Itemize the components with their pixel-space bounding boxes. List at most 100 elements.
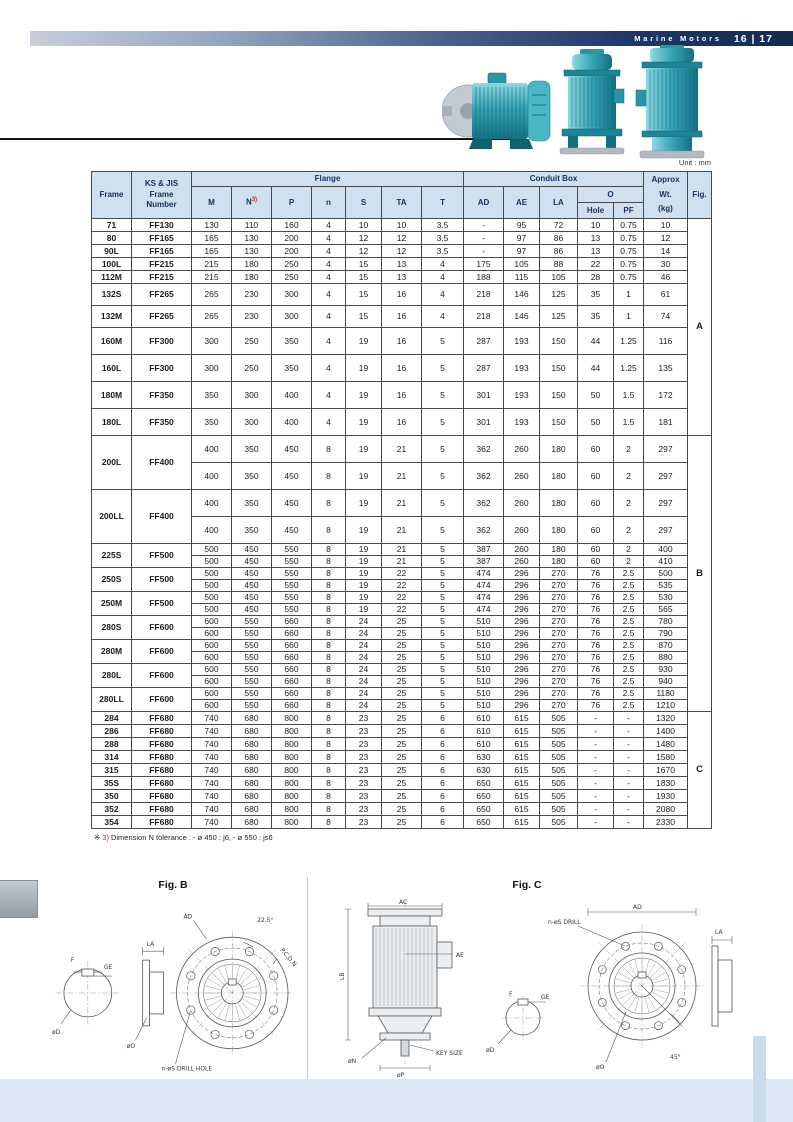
table-row: 160L FF300 300 250 350 4 19 16 5 287 193 150 44 1.25 1… — [91, 354, 712, 382]
value-cell: 2.5 — [613, 627, 645, 640]
value-cell: 1 — [613, 305, 645, 328]
col-header-t: T — [420, 186, 465, 219]
value-cell: - — [577, 815, 615, 829]
value-cell: 600 — [191, 615, 232, 628]
value-cell: 0.75 — [613, 257, 645, 271]
value-cell: 270 — [539, 627, 579, 640]
table-row: 280S FF600 600 550 660 8 24 25 5 510 296 270 76 2.5 78… — [91, 615, 712, 640]
value-cell: 146 — [503, 283, 541, 306]
value-cell: 25 — [381, 627, 422, 640]
dim-label-angle: 45° — [670, 1054, 681, 1061]
value-cell: 500 — [643, 567, 689, 580]
value-cell: 660 — [271, 627, 312, 640]
frame-cell: 280M — [91, 639, 132, 664]
value-cell: 8 — [311, 789, 346, 803]
value-cell: 270 — [539, 579, 579, 592]
dim-label-angle: 22.5° — [257, 917, 273, 924]
value-cell: 24 — [345, 639, 382, 652]
value-cell: 650 — [463, 815, 505, 829]
value-cell: 250 — [231, 327, 272, 355]
dim-label-key-size: KEY SIZE — [436, 1050, 463, 1057]
value-cell: 130 — [231, 231, 272, 245]
value-cell: 88 — [539, 257, 579, 271]
value-cell: - — [577, 776, 615, 790]
value-cell: 1400 — [643, 724, 689, 738]
value-cell: 2.5 — [613, 639, 645, 652]
value-cell: 500 — [191, 543, 232, 556]
value-cell: 5 — [420, 627, 465, 640]
value-cell: 5 — [420, 516, 465, 544]
value-cell: 19 — [345, 462, 382, 490]
table-row: 90L FF165 165 130 200 4 12 12 3.5-97 86 13 0.75 14 — [91, 244, 712, 258]
value-cell: 8 — [311, 699, 346, 712]
value-cell: 400 — [271, 381, 312, 409]
value-cell: 740 — [191, 815, 232, 829]
value-cell: 630 — [463, 763, 505, 777]
table-row: 280LL FF600 600 550 660 8 24 25 5 510 296 270 76 2.5 1… — [91, 687, 712, 712]
value-cell: 1.5 — [613, 408, 645, 436]
value-cell: 680 — [231, 802, 272, 816]
value-cell: - — [463, 244, 505, 258]
value-cell: 6 — [420, 737, 465, 751]
value-cell: 660 — [271, 615, 312, 628]
value-cell: - — [577, 724, 615, 738]
value-cell: 218 — [463, 283, 505, 306]
value-cell: 296 — [503, 603, 541, 616]
value-cell: 250 — [271, 270, 312, 284]
col-header-pf: PF — [613, 202, 645, 219]
value-cell: 270 — [539, 603, 579, 616]
side-accent-bar — [753, 1036, 766, 1122]
frame-number-cell: FF600 — [131, 615, 192, 640]
value-cell: 350 — [191, 381, 232, 409]
frame-number-cell: FF680 — [131, 724, 192, 738]
value-cell: 15 — [345, 270, 382, 284]
value-cell: 260 — [503, 435, 541, 463]
table-row: 250S FF500 500 450 550 8 19 22 5 474 296 270 76 2.5 50… — [91, 567, 712, 592]
value-cell: - — [613, 724, 645, 738]
table-row: 250M FF500 500 450 550 8 19 22 5 474 296 270 76 2.5 53… — [91, 591, 712, 616]
value-cell: 615 — [503, 763, 541, 777]
value-cell: 550 — [231, 627, 272, 640]
value-cell: 4 — [311, 257, 346, 271]
value-cell: 2 — [613, 516, 645, 544]
value-cell: 660 — [271, 687, 312, 700]
value-cell: - — [613, 711, 645, 725]
value-cell: 21 — [381, 516, 422, 544]
value-cell: 19 — [345, 579, 382, 592]
value-cell: 19 — [345, 567, 382, 580]
value-cell: 780 — [643, 615, 689, 628]
value-cell: 5 — [420, 687, 465, 700]
value-cell: 1210 — [643, 699, 689, 712]
frame-cell: 90L — [91, 244, 132, 258]
table-body: 71 FF130 130 110 160 4 10 10 3.5-95 72 10 0.75 10 A 80… — [91, 218, 713, 829]
value-cell: 5 — [420, 327, 465, 355]
value-cell: 1 — [613, 283, 645, 306]
value-cell: 500 — [191, 579, 232, 592]
col-header-ta: TA — [381, 186, 422, 219]
value-cell: 2080 — [643, 802, 689, 816]
frame-number-cell: FF265 — [131, 305, 192, 328]
dimension-table: Frame KS & JIS Frame Number Flange Condu… — [91, 171, 713, 829]
dim-label-phi-n: øN — [348, 1058, 356, 1065]
frame-number-cell: FF680 — [131, 750, 192, 764]
value-cell: 362 — [463, 489, 505, 517]
value-cell: 4 — [311, 381, 346, 409]
value-cell: 215 — [191, 257, 232, 271]
value-cell: - — [613, 815, 645, 829]
dim-label-ad: AD — [183, 913, 192, 920]
value-cell: 450 — [231, 567, 272, 580]
vertical-motor-photo-2 — [635, 45, 705, 159]
frame-cell: 160M — [91, 327, 132, 355]
value-cell: 615 — [503, 737, 541, 751]
value-cell: 2 — [613, 435, 645, 463]
frame-number-cell: FF165 — [131, 231, 192, 245]
value-cell: 500 — [191, 567, 232, 580]
value-cell: 740 — [191, 763, 232, 777]
table-row: 132M FF265 265 230 300 4 15 16 4 218 146 125 35 1 74 — [91, 305, 712, 328]
value-cell: 5 — [420, 354, 465, 382]
value-cell: 60 — [577, 435, 615, 463]
value-cell: 474 — [463, 591, 505, 604]
value-cell: 25 — [381, 675, 422, 688]
value-cell: 25 — [381, 763, 422, 777]
value-cell: 21 — [381, 489, 422, 517]
